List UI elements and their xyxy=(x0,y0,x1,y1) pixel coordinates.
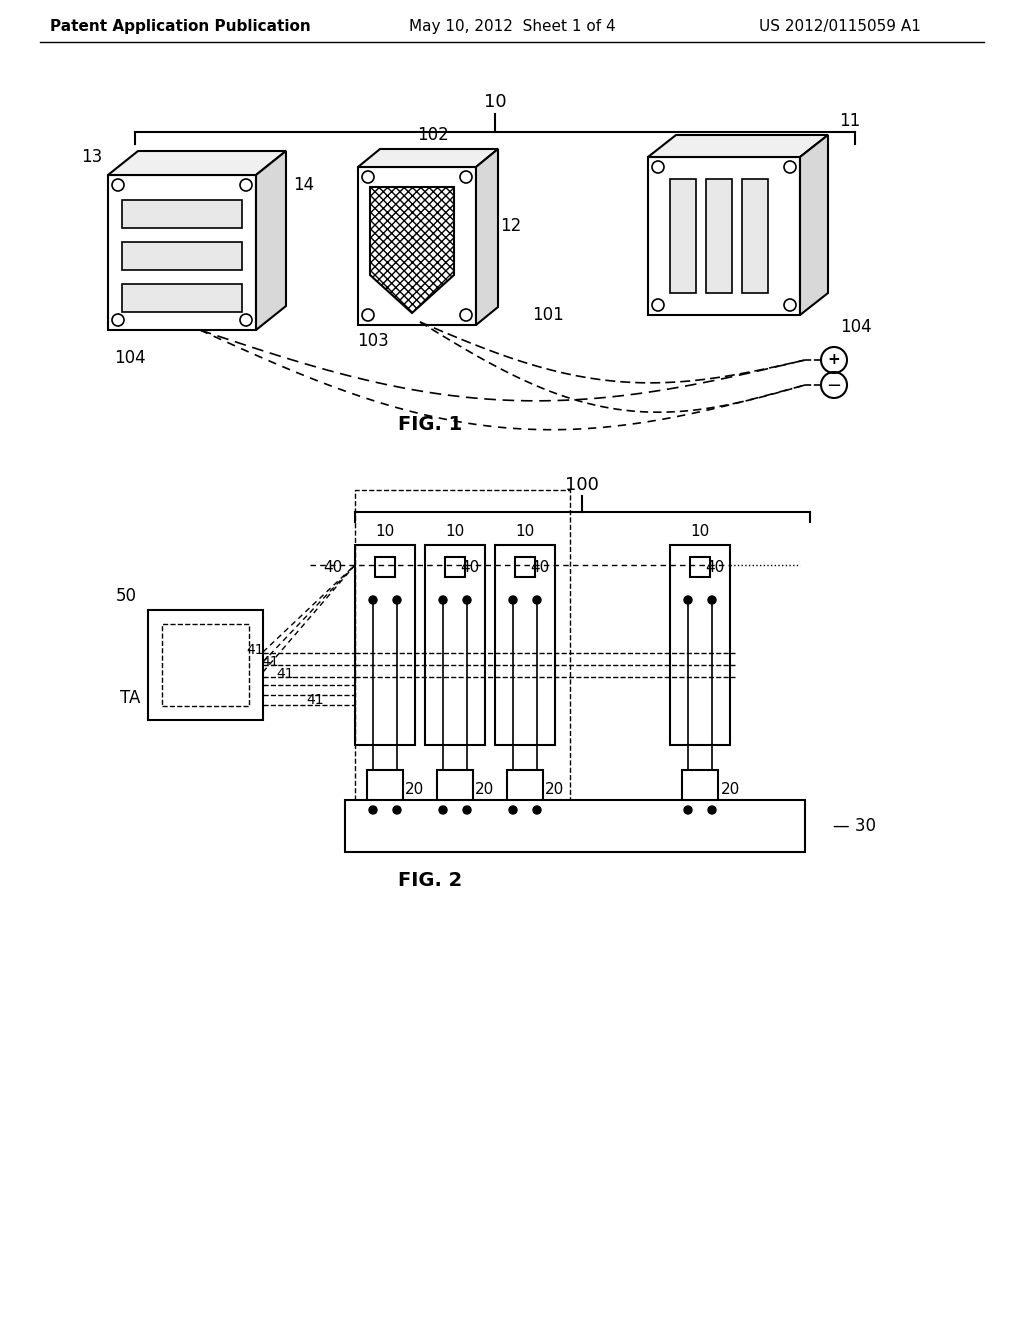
Bar xyxy=(437,770,473,810)
Circle shape xyxy=(684,597,692,605)
Bar xyxy=(648,157,800,315)
Circle shape xyxy=(708,807,716,814)
Text: 41: 41 xyxy=(306,693,324,708)
Text: May 10, 2012  Sheet 1 of 4: May 10, 2012 Sheet 1 of 4 xyxy=(409,20,615,34)
Bar xyxy=(355,490,570,814)
Text: 10: 10 xyxy=(445,524,465,539)
Bar xyxy=(162,624,249,706)
Bar xyxy=(148,610,263,719)
Bar xyxy=(742,180,768,293)
Circle shape xyxy=(534,597,541,605)
Bar xyxy=(670,180,696,293)
Text: 104: 104 xyxy=(115,348,145,367)
Bar xyxy=(690,557,710,577)
Bar xyxy=(445,557,465,577)
Text: 41: 41 xyxy=(246,643,264,657)
Polygon shape xyxy=(476,149,498,325)
Text: 40: 40 xyxy=(530,560,550,574)
Circle shape xyxy=(463,597,471,605)
Bar xyxy=(495,545,555,744)
Text: 41: 41 xyxy=(276,667,294,681)
Text: 11: 11 xyxy=(840,112,860,129)
Text: 100: 100 xyxy=(565,477,599,494)
Text: 104: 104 xyxy=(840,318,871,337)
Text: 102: 102 xyxy=(417,125,449,144)
Bar xyxy=(367,770,403,810)
Bar xyxy=(358,168,476,325)
Text: TA: TA xyxy=(120,689,140,708)
Circle shape xyxy=(684,807,692,814)
Text: 13: 13 xyxy=(81,148,102,166)
Text: — 30: — 30 xyxy=(833,817,876,836)
Polygon shape xyxy=(358,149,498,168)
Circle shape xyxy=(509,807,517,814)
Circle shape xyxy=(463,807,471,814)
Circle shape xyxy=(439,807,447,814)
Text: 40: 40 xyxy=(706,560,725,574)
Bar xyxy=(706,180,732,293)
Bar xyxy=(375,557,395,577)
Text: 41: 41 xyxy=(261,655,279,669)
Text: 103: 103 xyxy=(357,333,389,350)
Bar xyxy=(345,800,805,851)
Polygon shape xyxy=(256,150,286,330)
Text: 20: 20 xyxy=(475,783,495,797)
Text: US 2012/0115059 A1: US 2012/0115059 A1 xyxy=(759,20,921,34)
Text: Patent Application Publication: Patent Application Publication xyxy=(49,20,310,34)
Text: 10: 10 xyxy=(690,524,710,539)
Bar xyxy=(122,201,242,228)
Circle shape xyxy=(439,597,447,605)
Text: FIG. 2: FIG. 2 xyxy=(398,870,462,890)
Circle shape xyxy=(534,807,541,814)
Text: 10: 10 xyxy=(515,524,535,539)
Circle shape xyxy=(369,807,377,814)
Text: 20: 20 xyxy=(720,783,739,797)
Text: 50: 50 xyxy=(116,587,136,605)
Text: +: + xyxy=(827,351,841,367)
Text: 10: 10 xyxy=(483,92,506,111)
Text: 20: 20 xyxy=(546,783,564,797)
Text: 14: 14 xyxy=(294,176,314,194)
Circle shape xyxy=(708,597,716,605)
Text: −: − xyxy=(826,378,842,395)
Text: 40: 40 xyxy=(324,560,343,574)
Text: 10: 10 xyxy=(376,524,394,539)
Bar xyxy=(355,545,415,744)
Bar xyxy=(507,770,543,810)
Text: 20: 20 xyxy=(406,783,425,797)
Polygon shape xyxy=(370,187,454,313)
Polygon shape xyxy=(108,150,286,176)
Bar xyxy=(108,176,256,330)
Text: 101: 101 xyxy=(532,306,564,323)
Text: 12: 12 xyxy=(501,216,521,235)
Polygon shape xyxy=(800,135,828,315)
Circle shape xyxy=(509,597,517,605)
Bar xyxy=(425,545,485,744)
Text: 40: 40 xyxy=(461,560,479,574)
Bar xyxy=(122,284,242,312)
Circle shape xyxy=(393,807,401,814)
Circle shape xyxy=(369,597,377,605)
Bar xyxy=(122,242,242,271)
Circle shape xyxy=(393,597,401,605)
Bar xyxy=(515,557,535,577)
Polygon shape xyxy=(648,135,828,157)
Bar xyxy=(670,545,730,744)
Text: FIG. 1: FIG. 1 xyxy=(398,416,462,434)
Bar xyxy=(682,770,718,810)
